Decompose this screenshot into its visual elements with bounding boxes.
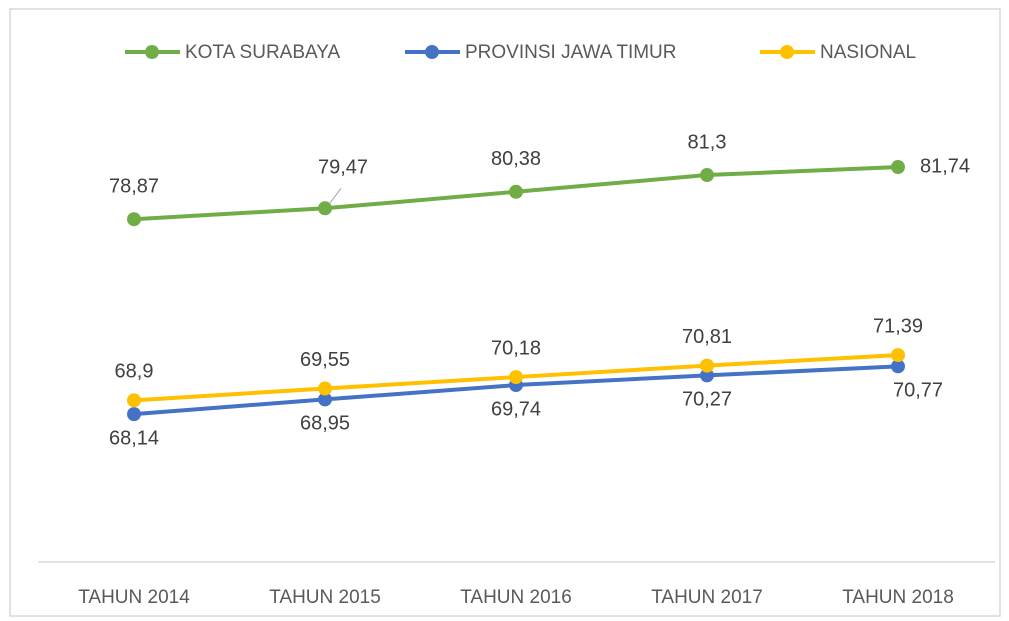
series-marker — [318, 201, 332, 216]
legend-label: KOTA SURABAYA — [185, 42, 341, 63]
data-label: 70,81 — [682, 326, 732, 348]
series-marker — [891, 348, 905, 363]
series-marker — [891, 160, 905, 175]
series-marker — [700, 168, 714, 183]
legend-label: PROVINSI JAWA TIMUR — [465, 42, 677, 63]
data-label: 68,14 — [109, 427, 159, 449]
data-label: 81,74 — [920, 155, 970, 177]
series-marker — [318, 381, 332, 396]
data-label: 79,47 — [318, 157, 368, 179]
series-marker — [127, 393, 141, 408]
series-marker — [127, 407, 141, 422]
series-marker — [509, 184, 523, 199]
data-label: 71,39 — [873, 315, 923, 337]
series-marker — [127, 212, 141, 227]
data-label: 78,87 — [109, 175, 159, 197]
data-label: 70,77 — [893, 380, 943, 402]
legend-label: NASIONAL — [820, 42, 916, 63]
series-marker — [318, 392, 332, 407]
x-tick-label: TAHUN 2018 — [842, 587, 954, 608]
chart-frame — [9, 8, 1001, 617]
x-tick-label: TAHUN 2014 — [78, 587, 190, 608]
series-marker — [509, 370, 523, 385]
legend-marker — [780, 45, 794, 59]
data-label: 70,27 — [682, 389, 732, 411]
data-label: 80,38 — [491, 148, 541, 170]
legend-marker — [145, 45, 159, 59]
data-label: 68,95 — [300, 413, 350, 435]
x-tick-label: TAHUN 2017 — [651, 587, 763, 608]
data-label: 69,55 — [300, 349, 350, 371]
series-marker — [700, 368, 714, 383]
x-tick-label: TAHUN 2016 — [460, 587, 572, 608]
data-label: 68,9 — [115, 361, 154, 383]
series-marker — [700, 358, 714, 373]
x-tick-label: TAHUN 2015 — [269, 587, 381, 608]
data-label: 69,74 — [491, 398, 541, 420]
series-marker — [891, 359, 905, 374]
leader-line — [328, 187, 342, 205]
data-label: 70,18 — [491, 337, 541, 359]
legend-marker — [425, 45, 439, 59]
data-label: 81,3 — [688, 131, 727, 153]
